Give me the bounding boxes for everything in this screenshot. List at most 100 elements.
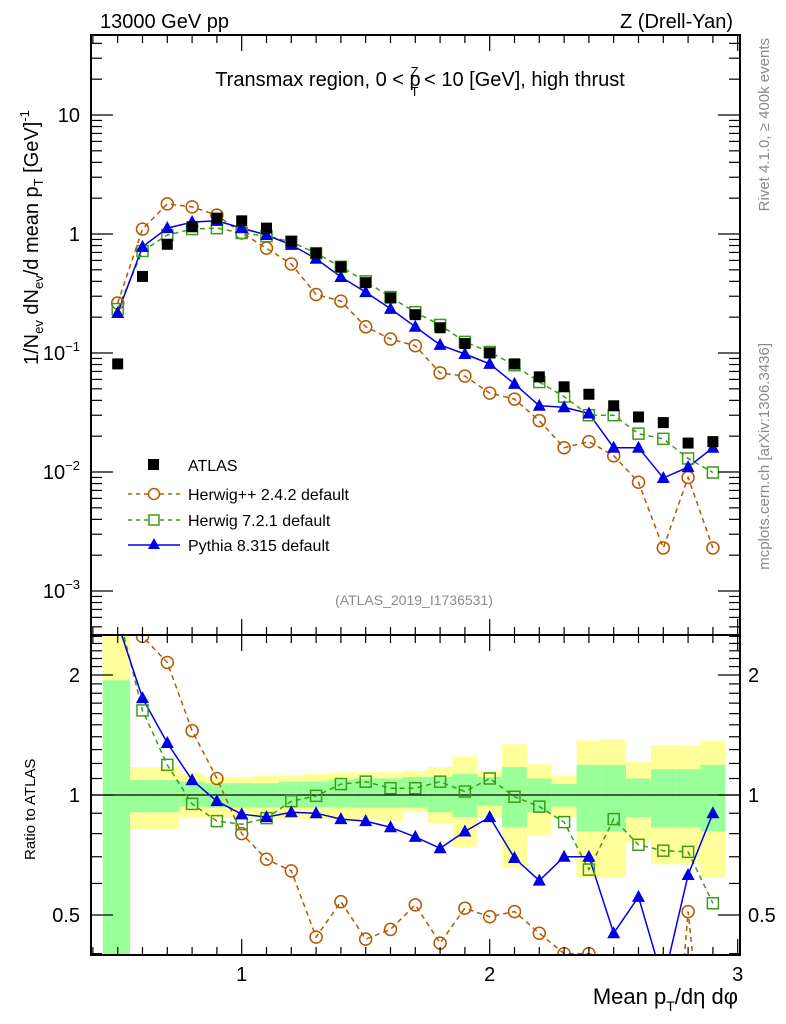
ratio-line bbox=[122, 635, 714, 904]
title-pre: Transmax region, 0 < p bbox=[215, 69, 420, 91]
ylabel-part: /d mean p bbox=[21, 186, 43, 275]
data-point-atlas bbox=[558, 381, 570, 393]
data-point-atlas bbox=[682, 437, 694, 449]
data-point-pythia bbox=[433, 337, 447, 350]
y-axis-label-main: 1/Nev dNev/d mean pT [GeV]-1 bbox=[17, 110, 46, 365]
ylabel-sub: ev bbox=[31, 275, 46, 289]
data-point-herwigpp bbox=[358, 932, 373, 946]
data-point-pythia bbox=[334, 812, 348, 825]
data-point-herwigpp bbox=[507, 392, 522, 406]
band-stat bbox=[650, 769, 676, 828]
data-point-pythia bbox=[359, 285, 373, 298]
data-point-atlas bbox=[285, 235, 297, 247]
x-tick-label: 3 bbox=[732, 964, 743, 986]
data-point-herwigpp bbox=[259, 852, 274, 866]
data-point-pythia bbox=[582, 406, 596, 419]
data-point-herwigpp bbox=[458, 901, 472, 915]
data-point-pythia bbox=[656, 471, 670, 484]
data-point-herwigpp bbox=[284, 864, 299, 878]
data-point-herwigpp bbox=[135, 222, 150, 236]
band-stat bbox=[154, 780, 180, 813]
data-point-atlas bbox=[633, 411, 644, 423]
data-point-herwig7 bbox=[706, 897, 720, 910]
data-point-herwig7 bbox=[409, 781, 422, 795]
data-point-herwigpp bbox=[334, 294, 348, 308]
tick-base: 10 bbox=[43, 343, 65, 365]
data-point-herwigpp bbox=[633, 1009, 645, 1021]
data-point-herwig7 bbox=[533, 800, 546, 813]
data-point-herwigpp bbox=[284, 257, 299, 271]
y-tick-label: 10−3 bbox=[43, 577, 80, 603]
band-stat bbox=[626, 778, 651, 818]
data-point-pythia bbox=[309, 806, 323, 819]
mcplots-label: mcplots.cern.ch [arXiv:1306.3436] bbox=[756, 343, 773, 570]
data-point-herwig7 bbox=[607, 812, 620, 826]
data-point-herwigpp bbox=[458, 369, 472, 383]
data-point-herwigpp bbox=[507, 904, 522, 919]
data-point-herwig7 bbox=[136, 704, 149, 717]
tick-exp: −3 bbox=[65, 577, 80, 592]
data-point-pythia bbox=[136, 239, 149, 252]
data-point-pythia bbox=[185, 773, 199, 786]
y-axis-label-ratio: Ratio to ATLAS bbox=[22, 759, 39, 860]
ylabel-part: 1/N bbox=[21, 334, 43, 365]
data-point-atlas bbox=[360, 277, 372, 289]
data-point-pythia bbox=[557, 849, 571, 862]
ratio-series bbox=[120, 635, 720, 1021]
data-point-herwigpp bbox=[408, 898, 423, 912]
title-sup: Z bbox=[411, 64, 419, 79]
data-point-herwigpp bbox=[532, 413, 547, 428]
legend: ATLAS Herwig++ 2.4.2 default Herwig 7.2.… bbox=[128, 458, 350, 555]
plot-title: Transmax region, 0 < pZ T < 10 [GeV], hig… bbox=[215, 64, 625, 99]
data-point-pythia bbox=[607, 440, 621, 453]
data-point-atlas bbox=[112, 358, 124, 370]
data-point-pythia bbox=[532, 398, 546, 411]
legend-item-herwig7: Herwig 7.2.1 default bbox=[128, 513, 331, 530]
data-point-herwig7 bbox=[210, 814, 224, 828]
band-stat bbox=[402, 776, 428, 808]
data-point-pythia bbox=[384, 820, 397, 833]
data-point-pythia bbox=[681, 867, 695, 880]
header-left: 13000 GeV pp bbox=[100, 11, 229, 33]
data-point-herwigpp bbox=[210, 771, 224, 786]
data-point-herwigpp bbox=[358, 320, 373, 334]
y-tick-label: 10−2 bbox=[43, 458, 80, 484]
data-point-pythia bbox=[160, 736, 174, 749]
data-point-pythia bbox=[483, 810, 497, 823]
data-point-herwig7 bbox=[185, 797, 199, 811]
data-point-atlas bbox=[261, 222, 272, 234]
data-point-pythia bbox=[632, 889, 645, 902]
data-point-herwig7 bbox=[458, 785, 472, 798]
tick-base: 10 bbox=[43, 581, 65, 603]
data-point-atlas bbox=[186, 221, 198, 233]
band-stat bbox=[102, 680, 131, 955]
data-point-pythia bbox=[384, 301, 397, 314]
main-series bbox=[110, 197, 720, 555]
data-point-pythia bbox=[334, 270, 348, 283]
data-point-herwigpp bbox=[160, 197, 175, 211]
data-point-atlas bbox=[657, 417, 669, 429]
data-point-pythia bbox=[260, 228, 273, 241]
legend-item-pythia: Pythia 8.315 default bbox=[128, 538, 330, 555]
ylabel-part: [GeV] bbox=[21, 122, 43, 179]
data-point-pythia bbox=[582, 849, 596, 862]
data-point-herwig7 bbox=[632, 427, 645, 440]
data-point-herwigpp bbox=[309, 287, 323, 302]
legend-marker-pythia bbox=[148, 538, 160, 549]
data-point-pythia bbox=[433, 841, 447, 854]
data-point-atlas bbox=[608, 400, 620, 412]
header-right: Z (Drell-Yan) bbox=[620, 11, 733, 33]
data-point-herwig7 bbox=[359, 775, 372, 788]
data-point-herwigpp bbox=[482, 909, 497, 924]
data-point-pythia bbox=[235, 807, 249, 820]
uncertainty-bands bbox=[102, 635, 726, 955]
data-point-atlas bbox=[137, 270, 148, 282]
ratio-tick-label-left: 2 bbox=[69, 665, 80, 687]
data-point-pythia bbox=[408, 319, 422, 332]
data-point-herwigpp bbox=[259, 241, 274, 255]
legend-item-atlas: ATLAS bbox=[148, 458, 238, 475]
data-point-atlas bbox=[434, 322, 446, 334]
data-point-pythia bbox=[284, 805, 298, 818]
